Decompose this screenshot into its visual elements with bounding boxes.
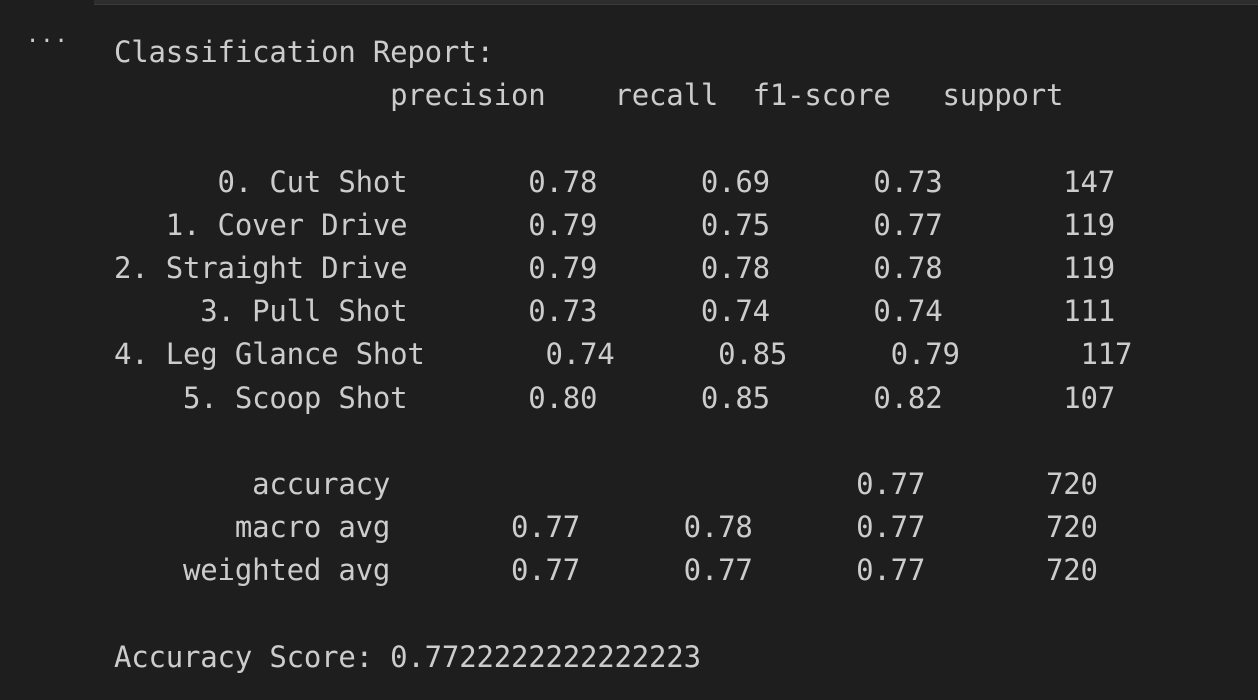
output-line-row: 2. Straight Drive 0.79 0.78 0.78 119 <box>114 250 1116 285</box>
output-line-blank <box>114 117 1132 160</box>
output-line-header: precision recall f1-score support <box>114 78 1064 113</box>
output-line-row: 3. Pull Shot 0.73 0.74 0.74 111 <box>114 294 1116 329</box>
output-line-row: 1. Cover Drive 0.79 0.75 0.77 119 <box>114 207 1116 242</box>
output-line-row: 0. Cut Shot 0.78 0.69 0.73 147 <box>114 164 1116 199</box>
notebook-output-cell: ··· Classification Report: precision rec… <box>0 5 1258 700</box>
classification-report-output: Classification Report: precision recall … <box>114 31 1133 679</box>
cell-top-border <box>94 0 1258 5</box>
output-line-summary: weighted avg 0.77 0.77 0.77 720 <box>114 553 1098 588</box>
output-line-summary: accuracy 0.77 720 <box>114 466 1098 501</box>
output-line-row: 5. Scoop Shot 0.80 0.85 0.82 107 <box>114 380 1116 415</box>
output-line-title: Classification Report: <box>114 35 494 69</box>
output-line-summary: macro avg 0.77 0.78 0.77 720 <box>114 510 1098 545</box>
ellipsis-icon[interactable]: ··· <box>26 29 69 54</box>
output-line-blank <box>114 592 1132 635</box>
output-line-row: 4. Leg Glance Shot 0.74 0.85 0.79 117 <box>114 337 1133 372</box>
output-line-accuracy-score: Accuracy Score: 0.7722222222222223 <box>114 639 701 674</box>
output-line-blank <box>114 420 1132 463</box>
